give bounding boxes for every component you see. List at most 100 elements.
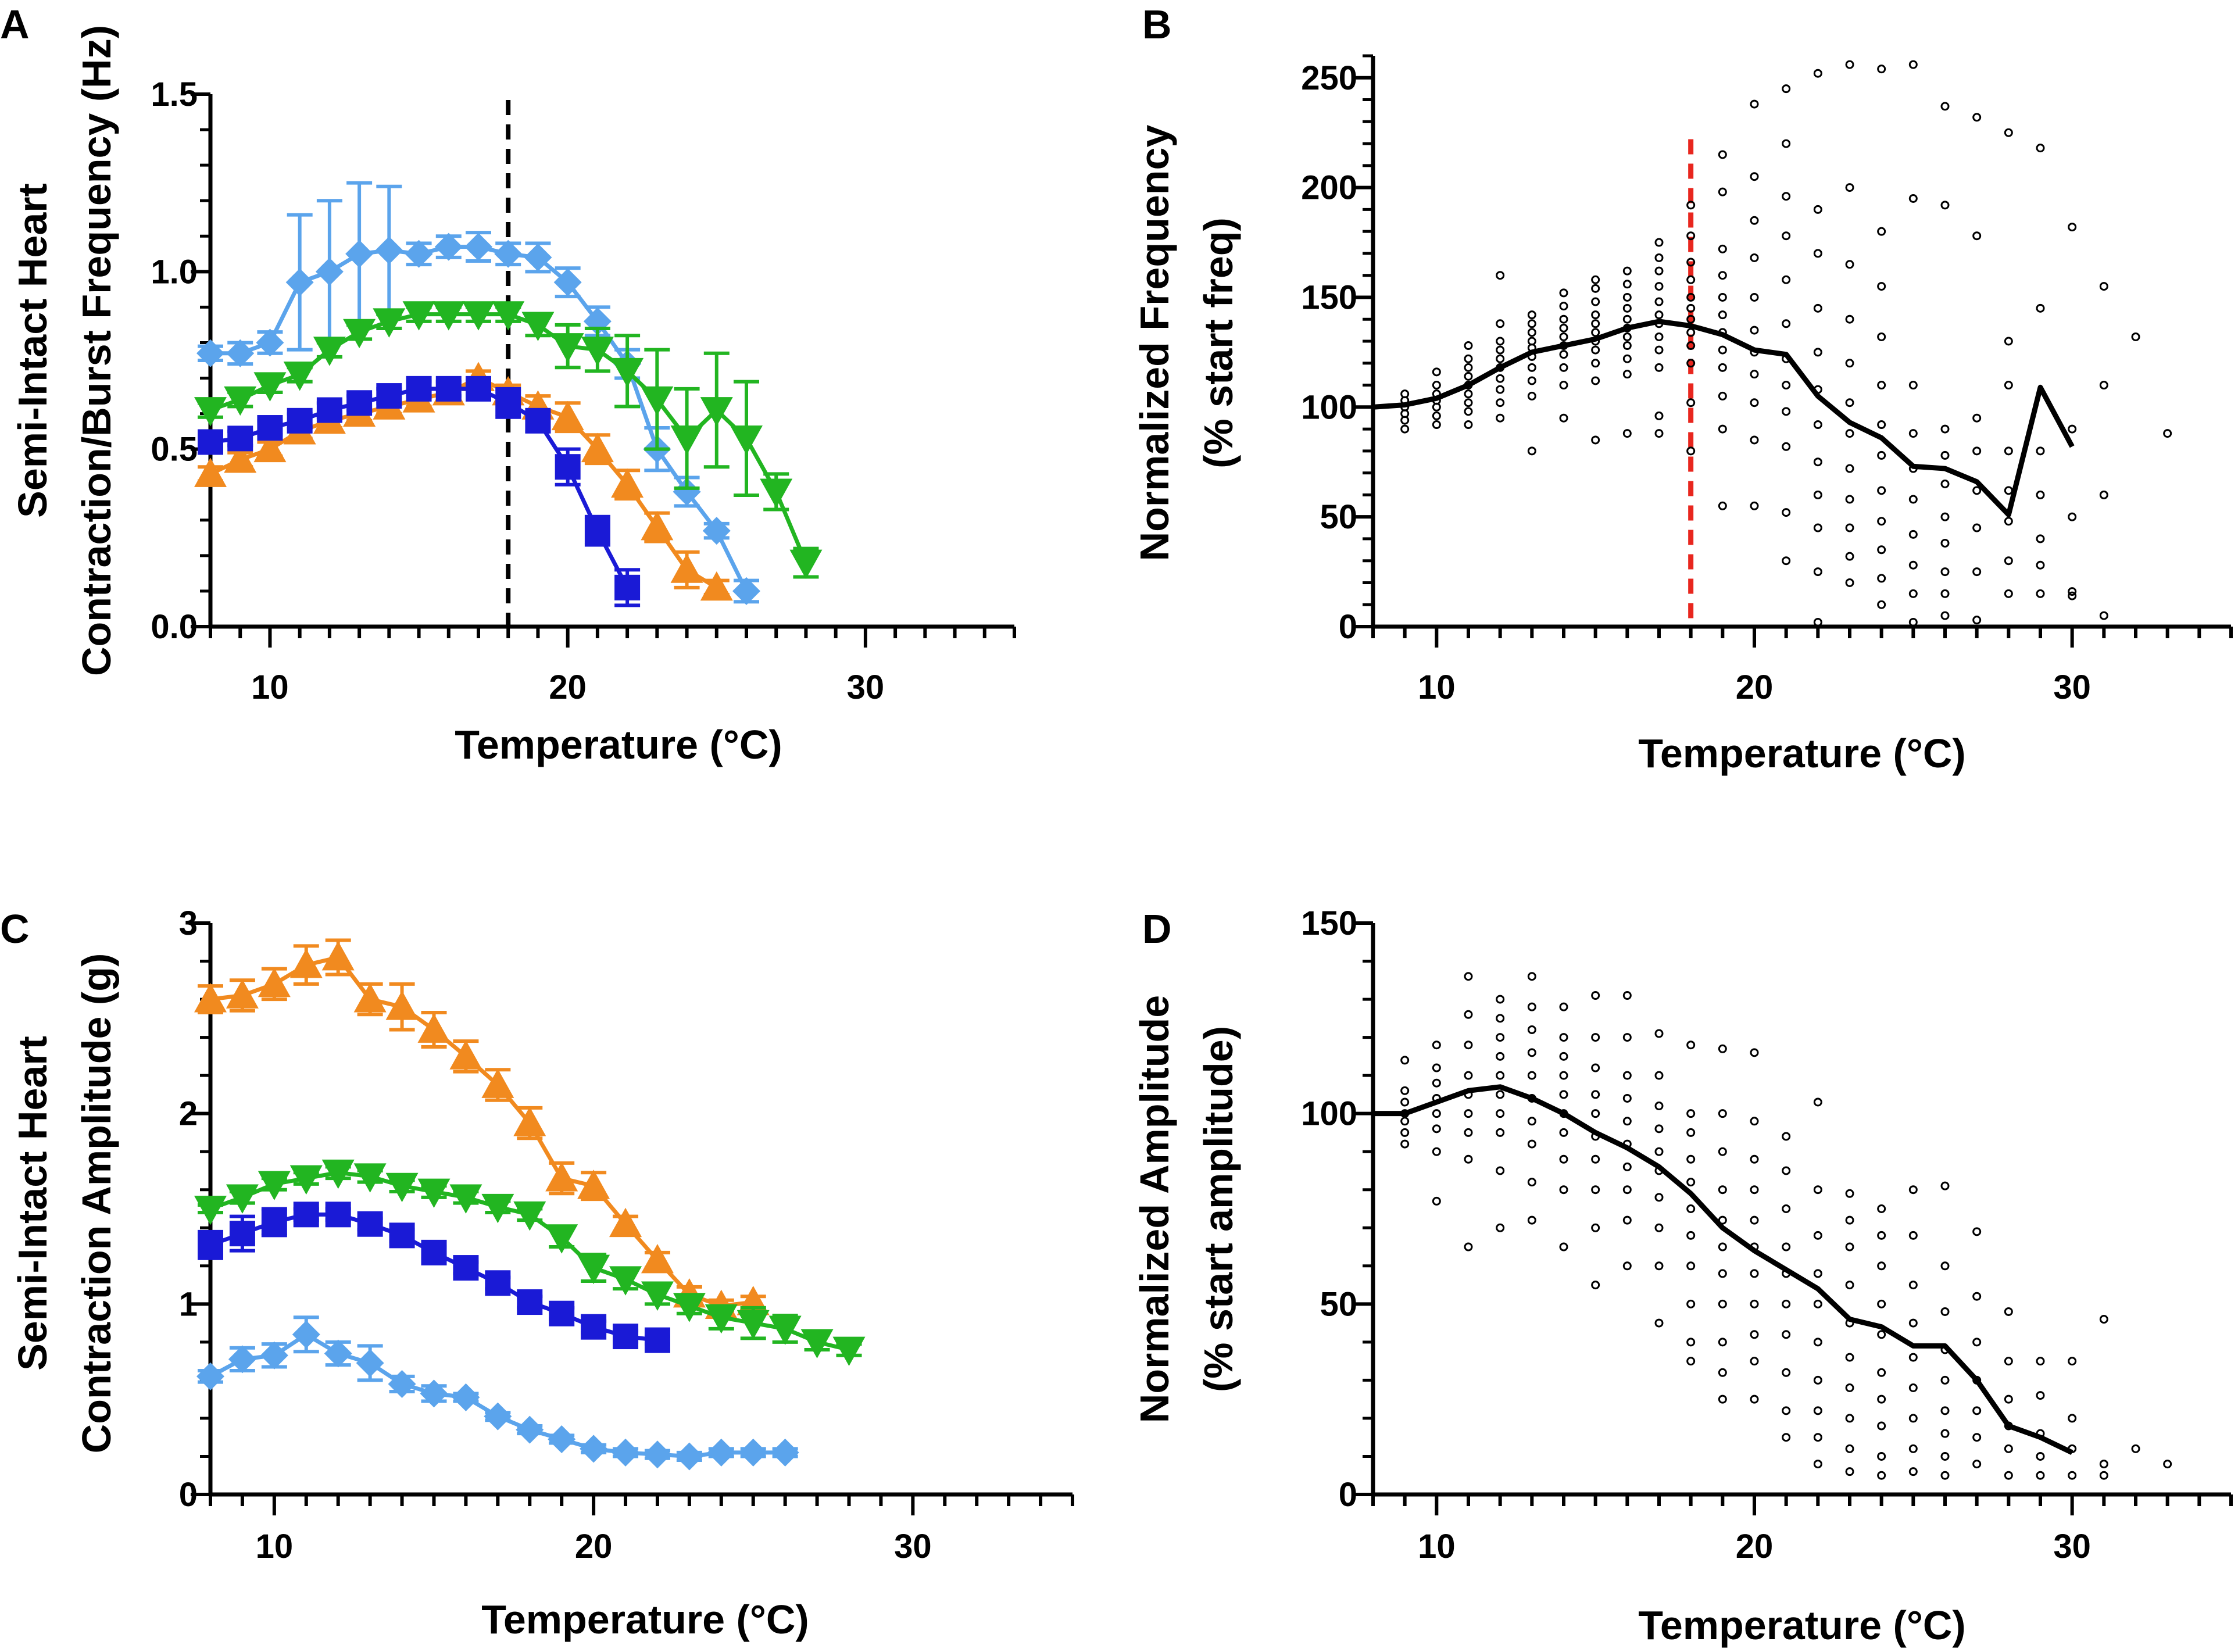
data-point	[641, 1243, 674, 1274]
data-point	[194, 1196, 227, 1225]
panel-b-scatter-point	[1940, 450, 1950, 460]
data-point	[283, 362, 316, 391]
panel-d-y-tick-label: 150	[1301, 904, 1357, 942]
panel-b-scatter-point	[1464, 371, 1473, 381]
panel-d-scatter-point	[1686, 1040, 1696, 1050]
panel-d-scatter-point	[1718, 1299, 1727, 1308]
panel-b-scatter-point	[1591, 359, 1600, 368]
panel-b-y-axis-title: Normalized Frequency (% start freq)	[1132, 125, 1241, 562]
panel-d-scatter-point	[1559, 1128, 1568, 1137]
panel-b-scatter-point	[1559, 332, 1568, 341]
panel-b-scatter-point	[1432, 420, 1441, 430]
panel-d-scatter-point	[1622, 1033, 1632, 1042]
panel-b-scatter-point	[1877, 600, 1886, 609]
panel-d-scatter-point	[1686, 1357, 1696, 1366]
panel-b-scatter-point	[1496, 385, 1505, 394]
panel-d-scatter-point	[1591, 991, 1600, 1000]
panel-b-scatter-point	[1845, 260, 1854, 269]
panel-b-scatter-point	[1845, 359, 1854, 368]
data-point	[324, 1339, 352, 1368]
panel-c-y-axis-title: Semi-Intact Heart Contraction Amplitude (…	[10, 953, 119, 1454]
panel-b-scatter-point	[1940, 480, 1950, 488]
panel-a-x-tick-label: 20	[549, 668, 587, 706]
panel-b-scatter-point	[2068, 424, 2077, 434]
data-point	[800, 1329, 834, 1358]
data-point	[516, 1415, 544, 1444]
panel-c-y-axis-title-line: Contraction Amplitude (g)	[74, 953, 119, 1454]
panel-d-scatter-point	[1527, 1002, 1536, 1011]
data-point	[198, 429, 223, 455]
data-point	[614, 574, 641, 600]
panel-b-scatter-point	[1496, 319, 1505, 328]
panel-d-scatter-point	[1908, 1231, 1918, 1240]
panel-a-y-axis-title: Semi-Intact Heart Contraction/Burst Frequ…	[10, 25, 119, 676]
data-point	[194, 983, 227, 1013]
data-point	[385, 1172, 419, 1203]
panel-b-scatter-point	[1750, 501, 1759, 510]
data-point	[417, 1178, 451, 1208]
panel-d-x-tick-label: 30	[2053, 1528, 2091, 1565]
panel-b-scatter-point	[1972, 616, 1982, 625]
panel-b-scatter-point	[1654, 297, 1664, 306]
data-point	[316, 397, 342, 423]
panel-d-scatter-point	[1877, 1261, 1886, 1271]
panel-d-scatter-point	[1559, 1154, 1568, 1164]
panel-b-scatter-point	[1654, 429, 1664, 438]
data-point	[432, 301, 465, 331]
panel-d-scatter-point	[1686, 1178, 1696, 1187]
panel-d-scatter-point	[1877, 1421, 1886, 1431]
data-point	[700, 397, 733, 427]
panel-d-x-tick-label: 20	[1736, 1528, 1774, 1565]
panel-b-scatter-point	[1750, 435, 1759, 445]
panel-d-scatter-point	[1496, 1052, 1505, 1061]
panel-b-scatter-point	[1559, 288, 1568, 298]
panel-b-scatter-point	[1940, 611, 1950, 620]
data-point	[832, 1336, 866, 1366]
panel-c-letter: C	[0, 906, 30, 952]
panel-d-scatter-point	[1654, 1223, 1664, 1232]
panel-d-scatter-point	[1845, 1281, 1854, 1290]
data-point	[260, 1341, 288, 1369]
data-point	[524, 243, 552, 271]
panel-d-scatter-point	[1559, 1033, 1568, 1042]
panel-d-scatter-point	[1782, 1299, 1791, 1308]
panel-d-scatter-point	[1591, 1154, 1600, 1164]
data-point	[375, 236, 403, 264]
panel-b-scatter-point	[1622, 332, 1632, 341]
panel-d-scatter-point	[1750, 1154, 1759, 1164]
panel-b-scatter-point	[1464, 354, 1473, 363]
panel-b-scatter-point	[2004, 556, 2013, 566]
panel-d-scatter-point	[1400, 1097, 1410, 1107]
panel-b-scatter-point	[1559, 314, 1568, 324]
panel-b-scatter-point	[1972, 413, 1982, 423]
series-line	[210, 955, 754, 1308]
panel-b-scatter-point	[1908, 429, 1918, 438]
data-point	[641, 511, 674, 541]
panel-d-scatter-point	[1591, 1109, 1600, 1118]
panel-b-scatter-point	[1686, 359, 1696, 368]
panel-d-scatter-point	[1908, 1281, 1918, 1290]
panel-d-scatter-point	[1686, 1154, 1696, 1164]
data-point	[224, 386, 257, 416]
data-point	[707, 1438, 735, 1467]
panel-b-scatter-point	[2036, 490, 2045, 499]
panel-b-scatter-point	[1813, 523, 1822, 532]
panel-b-scatter-point	[1845, 578, 1854, 587]
panel-a-y-tick-label: 1.5	[151, 76, 198, 113]
data-point	[611, 357, 644, 388]
panel-d-scatter-point	[2163, 1460, 2172, 1469]
panel-d-scatter-point	[1654, 1147, 1664, 1156]
panel-d-x-tick-label: 10	[1418, 1528, 1456, 1565]
panel-b-scatter-point	[1782, 139, 1791, 148]
panel-d-y-axis-title: Normalized Amplitude (% start amplitude)	[1132, 995, 1241, 1423]
panel-b-scatter-point	[1559, 302, 1568, 311]
panel-d-scatter-point	[1464, 1040, 1473, 1050]
panel-b-scatter-point	[1718, 345, 1727, 355]
panel-b-scatter-point	[1622, 292, 1632, 302]
data-point	[421, 1239, 447, 1265]
panel-d-scatter-point	[1432, 1040, 1441, 1050]
panel-b-scatter-point	[1559, 350, 1568, 359]
panel-b-scatter-point	[1782, 319, 1791, 328]
panel-d-scatter-point	[1622, 1117, 1632, 1126]
